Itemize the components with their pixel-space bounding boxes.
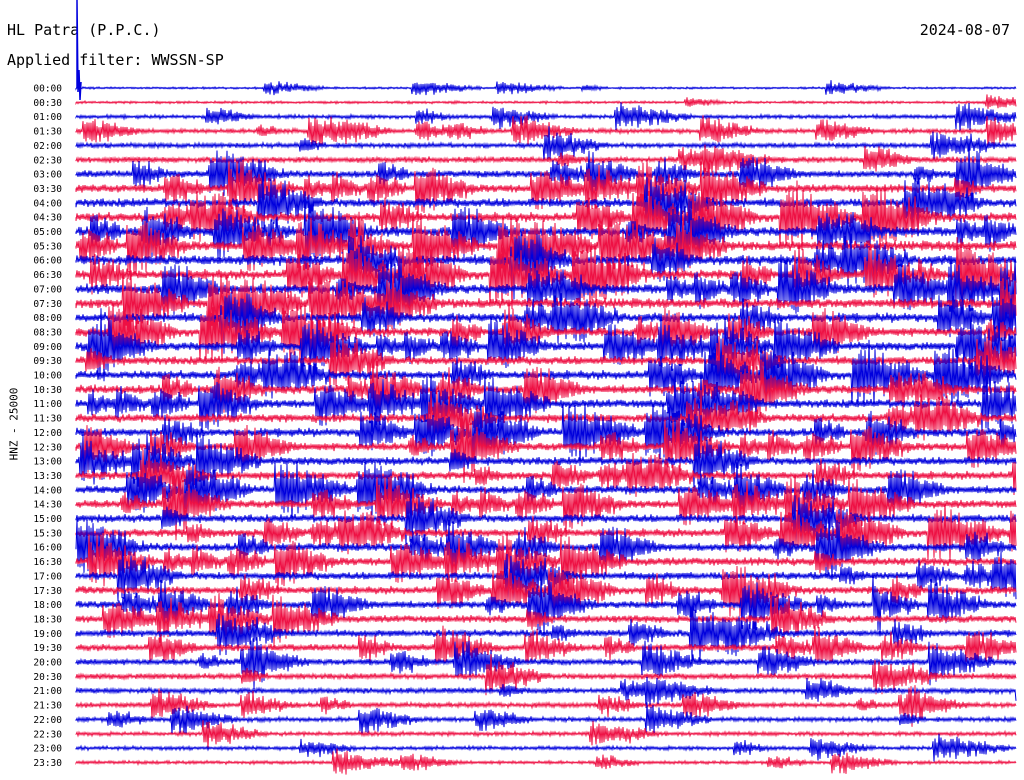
trace-line <box>75 702 1017 736</box>
time-tick-label: 14:00 <box>33 485 62 496</box>
time-tick-label: 12:00 <box>33 428 62 439</box>
trace-line <box>75 390 1017 443</box>
time-tick-label: 09:00 <box>33 342 62 353</box>
time-tick-label: 15:30 <box>33 528 62 539</box>
trace-line <box>75 413 1017 483</box>
seismic-traces <box>75 0 1017 775</box>
trace-line <box>75 720 1017 750</box>
trace-line <box>75 470 1017 541</box>
time-tick-label: 06:00 <box>33 256 62 267</box>
time-tick-label: 22:30 <box>33 729 62 740</box>
time-tick-label: 11:00 <box>33 399 62 410</box>
trace-line <box>75 625 1017 666</box>
time-tick-label: 04:30 <box>33 213 62 224</box>
trace-line <box>75 308 1017 382</box>
time-tick-label: 07:00 <box>33 284 62 295</box>
trace-line <box>75 115 1017 149</box>
time-tick-label: 06:30 <box>33 270 62 281</box>
trace-line <box>75 486 1017 546</box>
filter-label: Applied filter: WWSSN-SP <box>7 51 224 69</box>
trace-line <box>75 605 1017 662</box>
time-tick-label: 14:30 <box>33 500 62 511</box>
trace-line <box>75 339 1017 408</box>
time-tick-label: 20:30 <box>33 672 62 683</box>
trace-line <box>75 144 1017 179</box>
trace-line <box>75 349 1017 426</box>
time-tick-label: 05:00 <box>33 227 62 238</box>
time-tick-label: 23:00 <box>33 744 62 755</box>
trace-line <box>75 748 1017 775</box>
trace-line <box>75 80 1017 96</box>
time-tick-label: 13:30 <box>33 471 62 482</box>
time-tick-label: 04:00 <box>33 198 62 209</box>
time-tick-label: 05:30 <box>33 241 62 252</box>
time-tick-label: 09:30 <box>33 356 62 367</box>
time-tick-label: 19:00 <box>33 629 62 640</box>
trace-line <box>75 510 1017 581</box>
trace-line <box>75 126 1017 162</box>
trace-line <box>75 245 1017 329</box>
time-tick-label: 18:00 <box>33 600 62 611</box>
trace-line <box>75 545 1017 602</box>
trace-line <box>75 370 1017 438</box>
time-tick-label: 22:00 <box>33 715 62 726</box>
time-tick-label: 03:00 <box>33 170 62 181</box>
trace-line <box>75 401 1017 466</box>
trace-line <box>75 207 1017 286</box>
trace-line <box>75 460 1017 522</box>
time-tick-label: 00:30 <box>33 98 62 109</box>
time-tick-label: 21:00 <box>33 686 62 697</box>
station-title: HL Patra (P.P.C.) <box>7 21 161 39</box>
time-tick-label: 01:30 <box>33 127 62 138</box>
trace-line <box>75 676 1017 709</box>
time-tick-label: 01:00 <box>33 112 62 123</box>
trace-line <box>75 167 1017 233</box>
time-tick-label: 17:30 <box>33 586 62 597</box>
date-label: 2024-08-07 <box>919 21 1010 39</box>
trace-line <box>75 293 1017 354</box>
trace-line <box>75 449 1017 499</box>
time-tick-label: 16:00 <box>33 543 62 554</box>
trace-line <box>75 500 1017 563</box>
time-tick-label: 07:30 <box>33 299 62 310</box>
time-tick-label: 20:00 <box>33 658 62 669</box>
trace-line <box>75 685 1017 727</box>
trace-line <box>75 654 1017 696</box>
trace-line <box>75 429 1017 490</box>
time-tick-label: 23:30 <box>33 758 62 769</box>
time-tick-label: 08:00 <box>33 313 62 324</box>
trace-line <box>75 571 1017 635</box>
time-tick-label: 13:00 <box>33 457 62 468</box>
time-tick-label: 18:30 <box>33 614 62 625</box>
time-tick-labels: 00:00 00:30 01:00 01:30 02:00 02:30 03:00 03:30… <box>33 84 62 769</box>
time-tick-label: 17:00 <box>33 571 62 582</box>
time-tick-label: 10:30 <box>33 385 62 396</box>
time-tick-label: 11:30 <box>33 414 62 425</box>
time-tick-label: 02:00 <box>33 141 62 152</box>
trace-line <box>75 733 1017 762</box>
trace-line <box>75 637 1017 690</box>
time-tick-label: 10:00 <box>33 371 62 382</box>
time-tick-label: 21:30 <box>33 701 62 712</box>
time-tick-label: 15:00 <box>33 514 62 525</box>
time-tick-label: 02:30 <box>33 155 62 166</box>
trace-line <box>75 236 1017 311</box>
trace-spike <box>76 0 82 101</box>
time-tick-label: 08:30 <box>33 327 62 338</box>
time-tick-label: 03:30 <box>33 184 62 195</box>
time-tick-label: 16:30 <box>33 557 62 568</box>
time-tick-label: 00:00 <box>33 84 62 95</box>
time-tick-label: 12:30 <box>33 442 62 453</box>
time-tick-label: 19:30 <box>33 643 62 654</box>
trace-line <box>75 102 1017 133</box>
trace-line <box>75 94 1017 109</box>
trace-line <box>75 533 1017 593</box>
